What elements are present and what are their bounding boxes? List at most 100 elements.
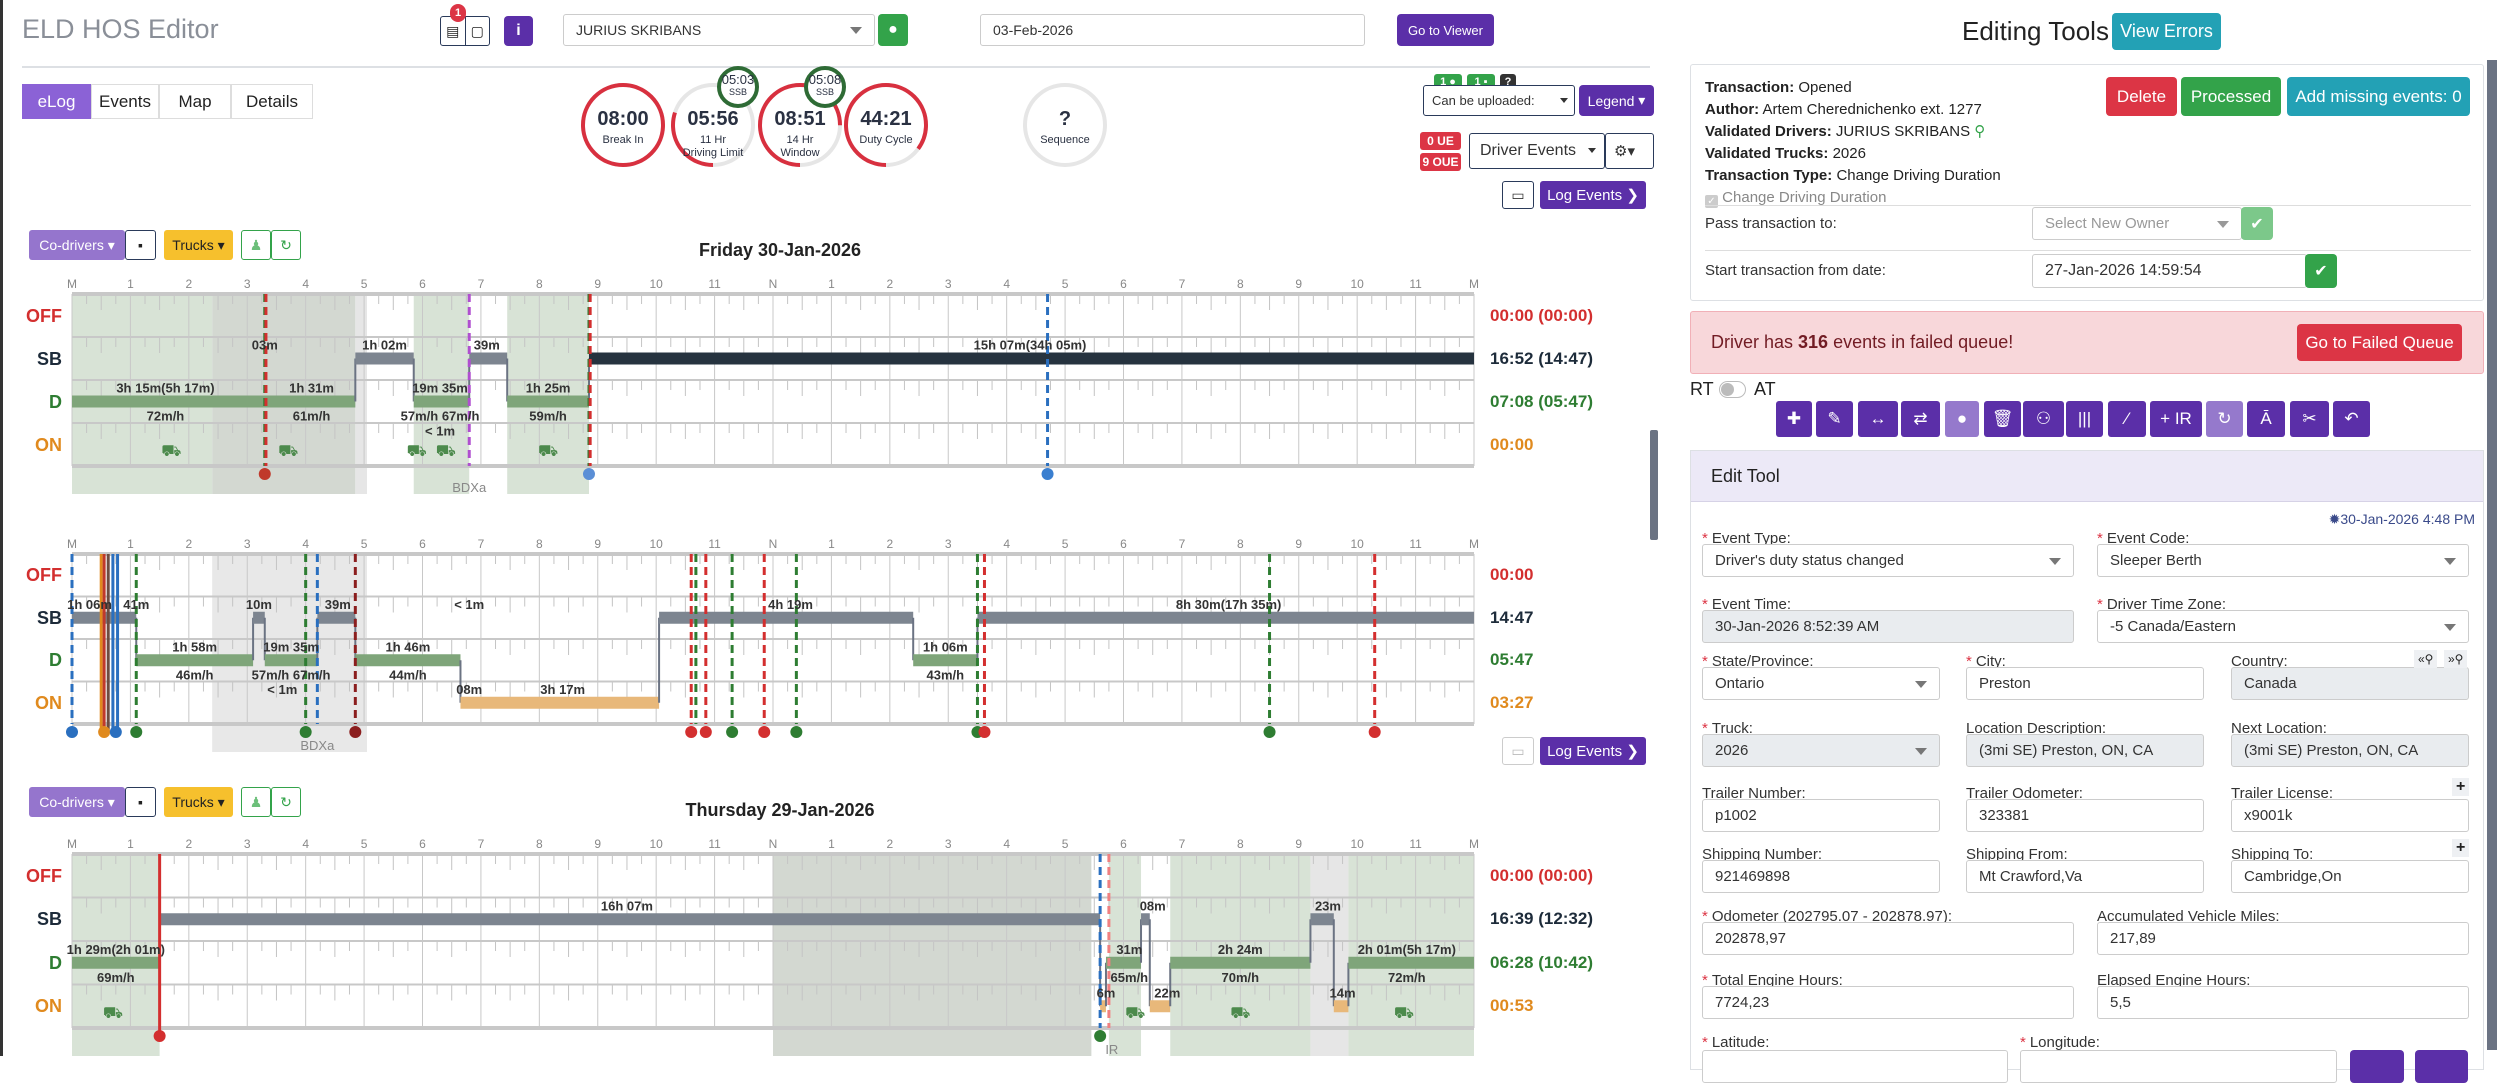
refresh-icon-button[interactable]: ↻ [271,230,301,260]
notification-badge: 1 [450,4,466,22]
start-date-input[interactable]: 27-Jan-2026 14:59:54 [2032,254,2307,288]
tab-elog[interactable]: eLog [22,84,91,119]
columns-tool-button[interactable]: ||| [2066,401,2103,437]
ssb-clock: 05:08 SSB [804,66,846,108]
ship-to-input[interactable]: Cambridge,On [2231,860,2469,893]
new-owner-select[interactable]: Select New Owner [2032,207,2242,240]
go-to-viewer-button[interactable]: Go to Viewer [1397,14,1494,46]
map-pick-button[interactable] [2350,1050,2404,1083]
event-time-input[interactable]: 30-Jan-2026 8:52:39 AM [1702,610,2074,643]
event-code-select[interactable]: Sleeper Berth [2097,544,2469,577]
trucks-dropdown[interactable]: Trucks ▾ [164,787,233,817]
refresh-tool-button[interactable]: ↻ [2206,401,2243,437]
text-height-tool-button[interactable]: Ā [2247,401,2285,437]
country-input[interactable]: Canada [2231,667,2469,700]
add-tool-button[interactable]: ✚ [1776,401,1812,437]
event-type-select[interactable]: Driver's duty status changed [1702,544,2074,577]
codrivers-dropdown[interactable]: Co-drivers ▾ [29,787,125,817]
undo-tool-button[interactable]: ↶ [2333,401,2370,437]
hour-tick-label: 4 [302,537,309,551]
truck-icon-button[interactable]: ▪ [125,230,156,260]
log-graph[interactable]: M 1 2 3 4 5 6 7 8 9 10 11 N 1 2 3 4 5 6 7 8 9 10 11 M 1h 06m 41m 1h… [0,530,1480,758]
truck-icon: ⛟ [436,443,456,460]
log-graph[interactable]: M 1 2 3 4 5 6 7 8 9 10 11 N 1 2 3 4 5 6 7 8 9 10 11 M ⛟ ⛟ ⛟ ⛟ ⛟ 3h 15m… [0,270,1480,500]
locdesc-input[interactable]: (3mi SE) Preston, ON, CA [1966,734,2204,767]
driver-select[interactable]: JURIUS SKRIBANS [563,14,875,46]
add-ir-tool-button[interactable]: + IR [2150,401,2202,437]
status-bar-sb [469,352,508,365]
map-view-button[interactable] [2415,1050,2468,1083]
driver-user-button[interactable]: ● [878,14,908,46]
ship-num-label: Shipping Number: [1702,846,1823,863]
comment-button[interactable]: ▭ [1502,181,1534,209]
document-icon[interactable]: ▤ [441,17,466,45]
tz-select[interactable]: -5 Canada/Eastern [2097,610,2469,643]
settings-dropdown[interactable]: ⚙▾ [1605,133,1654,169]
refresh-icon-button[interactable]: ↻ [271,787,301,817]
trucks-dropdown[interactable]: Trucks ▾ [164,230,233,260]
left-scrollbar-thumb[interactable] [1650,430,1658,540]
engine-icon-button[interactable]: ♟ [241,230,271,260]
note-icon[interactable]: ▢ [470,22,484,39]
add-missing-events-button[interactable]: Add missing events: 0 [2287,77,2470,116]
processed-button[interactable]: Processed [2181,77,2281,116]
tab-events[interactable]: Events [91,84,159,119]
cut-tool-button[interactable]: ✂ [2290,401,2329,437]
state-select[interactable]: Ontario [1702,667,1940,700]
engine-icon-button[interactable]: ♟ [241,787,271,817]
log-events-button[interactable]: Log Events ❯ [1540,181,1646,209]
info-button[interactable]: i [504,16,533,46]
rt-at-toggle[interactable] [1719,381,1746,398]
acc-miles-input[interactable]: 217,89 [2097,922,2469,955]
user-tool-button[interactable]: ● [1945,401,1979,437]
hour-tick-label: 9 [1295,277,1302,291]
log-events-button[interactable]: Log Events ❯ [1540,737,1646,765]
trailer-lic-input[interactable]: x9001k [2231,799,2469,832]
clock-window: 08:51 14 Hr Window [755,80,845,170]
odo-input[interactable]: 202878,97 [1702,922,2074,955]
legend-button[interactable]: Legend ▾ [1579,85,1654,116]
delete-button[interactable]: Delete [2106,77,2177,116]
longitude-input[interactable] [2020,1050,2337,1083]
clock-duty-cycle: 44:21 Duty Cycle [841,80,931,170]
elapsed-input[interactable]: 5,5 [2097,986,2469,1019]
edit-tool-button[interactable]: ✎ [1816,401,1853,437]
duration-label: 39m [474,338,500,353]
driver-events-select[interactable]: Driver Events [1469,133,1605,169]
trailer-num-input[interactable]: p1002 [1702,799,1940,832]
date-input[interactable]: 03-Feb-2026 [980,14,1365,46]
nextloc-input[interactable]: (3mi SE) Preston, ON, CA [2231,734,2469,767]
ship-from-input[interactable]: Mt Crawford,Va [1966,860,2204,893]
pass-confirm-button[interactable]: ✔ [2241,207,2273,240]
start-date-confirm-button[interactable]: ✔ [2305,254,2337,288]
stretch-tool-button[interactable]: ↔ [1858,401,1898,437]
log-graph[interactable]: M 1 2 3 4 5 6 7 8 9 10 11 N 1 2 3 4 5 6 7 8 9 10 11 M ⛟ ⛟ ⛟ ⛟ 1h 29m(… [0,830,1480,1062]
city-input[interactable]: Preston [1966,667,2204,700]
view-errors-button[interactable]: View Errors [2112,13,2221,50]
ssb-value: 05:08 [808,72,842,87]
truck-select[interactable]: 2026 [1702,734,1940,767]
eng-hours-input[interactable]: 7724,23 [1702,986,2074,1019]
co-drivers-tool-button[interactable]: ⚇ [2023,401,2064,437]
hour-tick-label: 7 [478,277,485,291]
go-to-failed-queue-button[interactable]: Go to Failed Queue [2297,324,2462,361]
tab-details[interactable]: Details [231,84,313,119]
prev-location-button[interactable]: «⚲ [2414,650,2438,668]
right-scrollbar[interactable] [2487,60,2497,1050]
change-duration-checkbox[interactable]: ✓ [1705,195,1718,208]
magic-tool-button[interactable]: ⁄ [2108,401,2146,437]
codrivers-dropdown[interactable]: Co-drivers ▾ [29,230,125,260]
trailer-odo-input[interactable]: 323381 [1966,799,2204,832]
next-location-button[interactable]: »⚲ [2444,650,2468,668]
tab-map[interactable]: Map [159,84,231,119]
swap-tool-button[interactable]: ⇄ [1901,401,1940,437]
upload-status-select[interactable]: Can be uploaded: [1423,85,1575,116]
comment-button[interactable]: ▭ [1502,737,1534,765]
hour-tick-label: 9 [594,837,601,851]
truck-icon-button[interactable]: ▪ [125,787,156,817]
add-shipping-to-button[interactable]: + [2452,839,2470,857]
ship-num-input[interactable]: 921469898 [1702,860,1940,893]
delete-tool-button[interactable]: 🗑 [1984,401,2021,437]
latitude-input[interactable] [1702,1050,2008,1083]
add-trailer-license-button[interactable]: + [2452,778,2470,796]
